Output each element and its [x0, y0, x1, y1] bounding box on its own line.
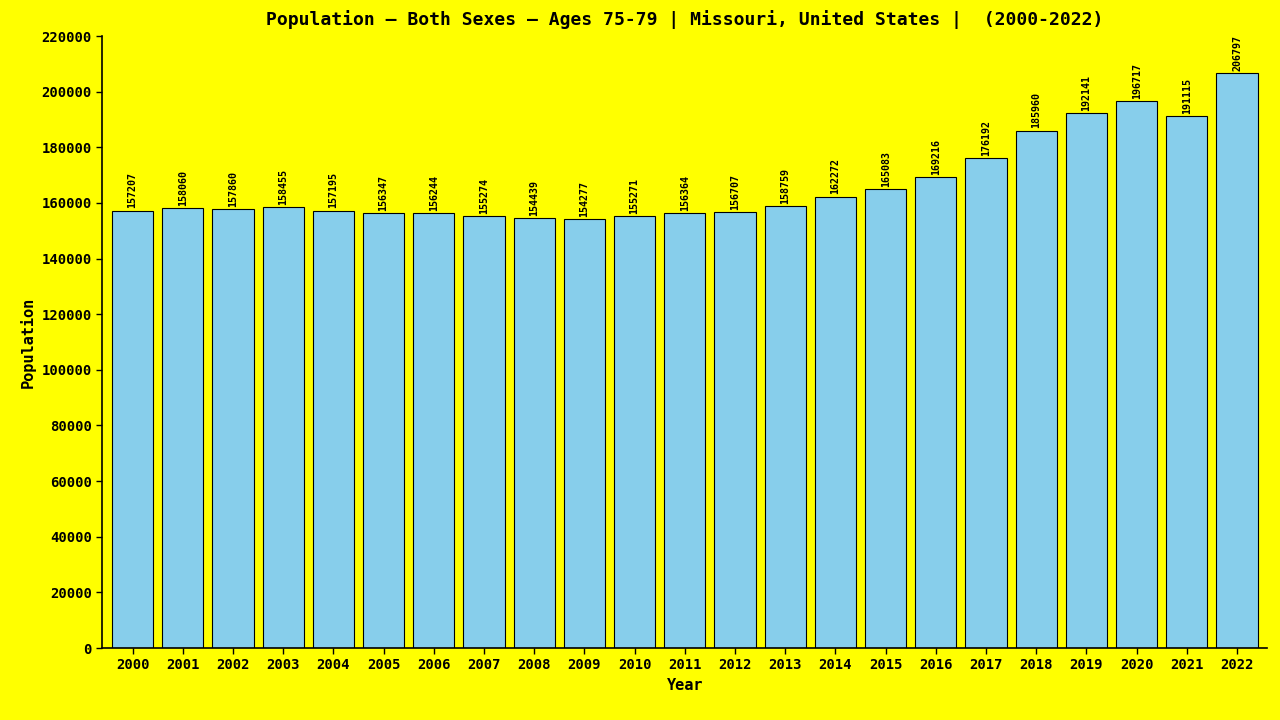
Text: 176192: 176192 — [980, 120, 991, 156]
Bar — [163, 208, 204, 648]
Text: 191115: 191115 — [1181, 78, 1192, 114]
Text: 157195: 157195 — [329, 173, 338, 209]
Bar — [212, 209, 253, 648]
X-axis label: Year: Year — [667, 678, 703, 693]
Text: 156707: 156707 — [730, 174, 740, 210]
Bar — [463, 216, 504, 648]
Bar — [111, 211, 154, 648]
Bar — [262, 207, 303, 648]
Bar — [312, 211, 355, 648]
Y-axis label: Population: Population — [20, 297, 36, 387]
Bar — [764, 207, 806, 648]
Title: Population – Both Sexes – Ages 75-79 | Missouri, United States |  (2000-2022): Population – Both Sexes – Ages 75-79 | M… — [266, 10, 1103, 29]
Text: 158455: 158455 — [278, 169, 288, 205]
Text: 155274: 155274 — [479, 178, 489, 214]
Text: 165083: 165083 — [881, 150, 891, 186]
Bar — [1166, 117, 1207, 648]
Bar — [614, 216, 655, 648]
Text: 158060: 158060 — [178, 170, 188, 206]
Text: 157207: 157207 — [128, 173, 137, 209]
Text: 169216: 169216 — [931, 139, 941, 175]
Text: 162272: 162272 — [831, 158, 841, 194]
Text: 156364: 156364 — [680, 175, 690, 211]
Bar — [714, 212, 755, 648]
Bar — [1066, 114, 1107, 648]
Bar — [513, 218, 554, 648]
Text: 154439: 154439 — [529, 180, 539, 216]
Bar — [1015, 131, 1057, 648]
Bar — [915, 177, 956, 648]
Bar — [965, 158, 1006, 648]
Bar — [563, 219, 605, 648]
Text: 155271: 155271 — [630, 178, 640, 214]
Bar — [1216, 73, 1258, 648]
Bar — [364, 213, 404, 648]
Bar — [1116, 101, 1157, 648]
Bar — [815, 197, 856, 648]
Text: 154277: 154277 — [580, 181, 589, 217]
Bar — [664, 213, 705, 648]
Bar — [865, 189, 906, 648]
Text: 158759: 158759 — [781, 168, 790, 204]
Text: 192141: 192141 — [1082, 76, 1092, 112]
Text: 206797: 206797 — [1233, 35, 1242, 71]
Text: 157860: 157860 — [228, 171, 238, 207]
Text: 196717: 196717 — [1132, 63, 1142, 99]
Text: 156244: 156244 — [429, 175, 439, 211]
Bar — [413, 213, 454, 648]
Text: 185960: 185960 — [1032, 92, 1041, 128]
Text: 156347: 156347 — [379, 175, 389, 211]
